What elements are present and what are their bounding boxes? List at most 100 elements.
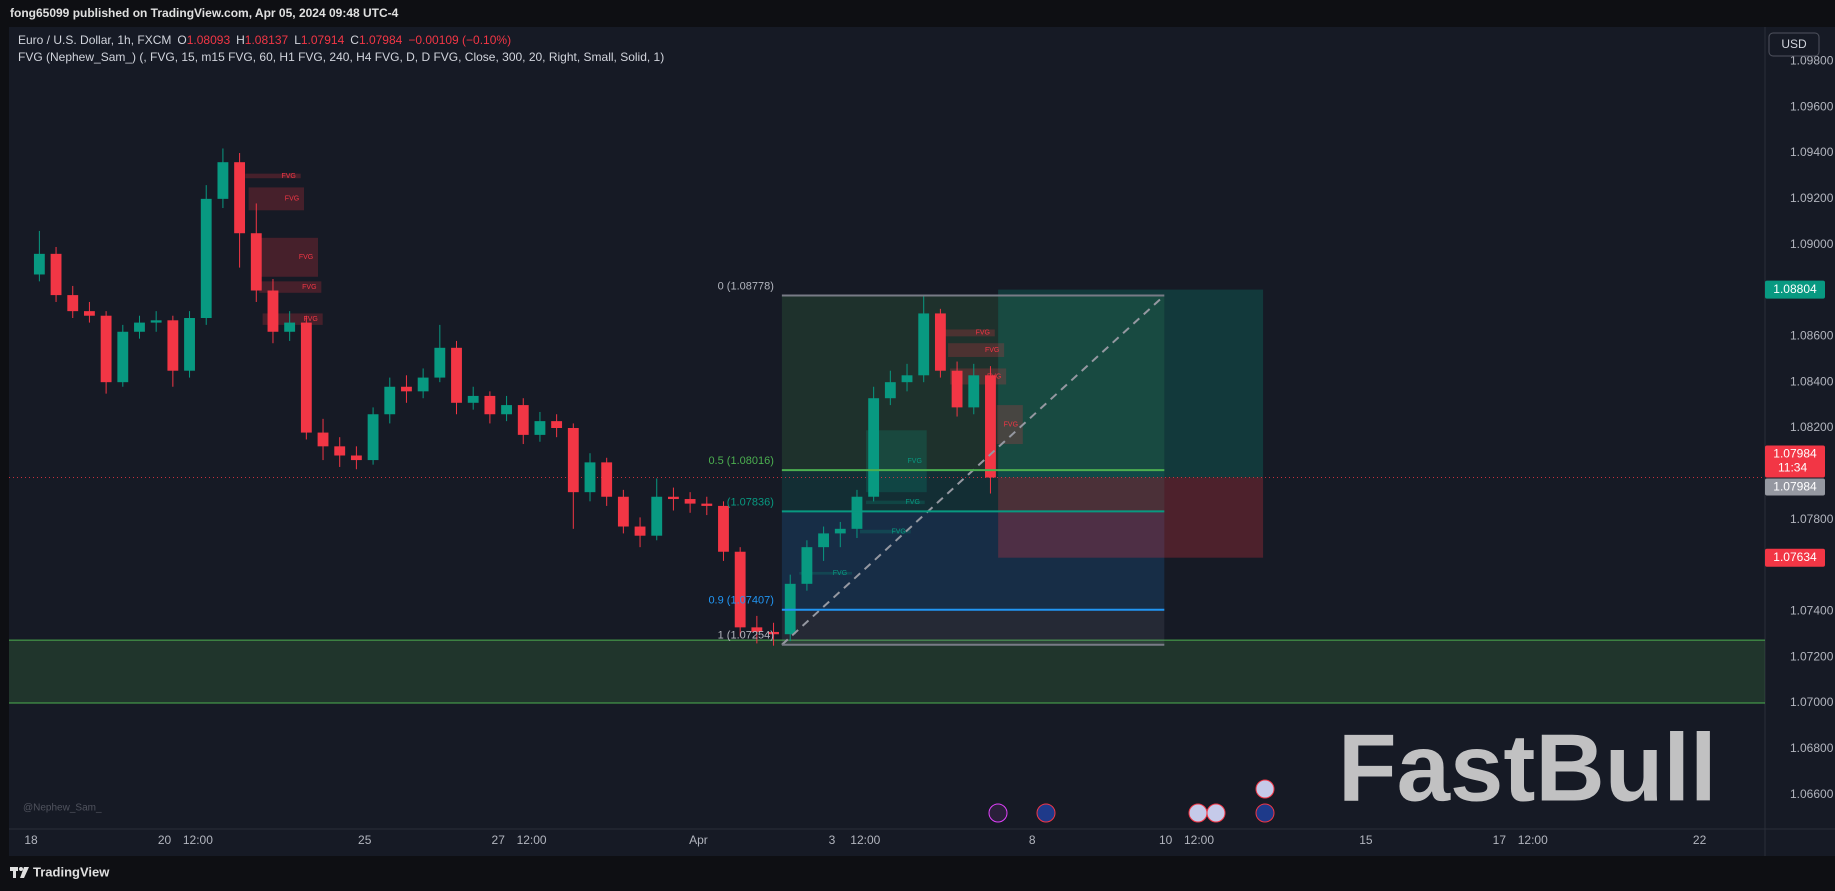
position-loss [998,477,1264,558]
candle-body [150,320,162,323]
fvg-label: FVG [281,173,295,180]
position-profit [998,289,1264,478]
candle-body [834,528,846,534]
event-icon[interactable] [1206,803,1226,823]
candle-body [934,313,946,371]
candle-body [401,386,412,392]
candle-body [367,414,379,461]
candle-body [668,496,679,500]
candle-body [768,631,779,635]
support-zone [9,640,1765,703]
legend-key: O [177,33,186,47]
candle-body [50,253,62,296]
logo-part [13,867,16,878]
legend-line: Euro / U.S. Dollar, 1h, FXCM O1.08093 H1.0… [18,33,511,47]
candle-body [334,446,346,456]
candle-body [33,253,45,275]
candle-body [551,421,563,428]
candle-body [734,551,746,628]
y-tick-label: 1.07200 [1790,649,1834,663]
candle-body [317,432,329,447]
fvg-label: FVG [302,284,316,291]
publisher: fong65099 published on TradingView.com, … [10,6,399,20]
candle-body [217,162,229,199]
y-tick-label: 1.06600 [1790,787,1834,801]
watermark: FastBull [1338,714,1717,821]
candle-body [84,311,95,316]
candle-body [951,370,963,408]
fvg-box [259,237,319,277]
y-tick-label: 1.09400 [1790,145,1834,159]
candle-body [851,496,863,529]
fib-band [781,609,1165,645]
axes: 1.09800 1.09600 1.09400 1.09200 1.09000 1.086… [24,54,1833,848]
event-icon[interactable] [1188,803,1208,823]
candle-body [601,462,613,497]
candle-body [467,395,479,403]
logo-part [19,867,23,871]
candle-body [484,395,496,415]
y-tick-label: 1.08600 [1790,329,1834,343]
currency-label[interactable]: USD [1781,37,1807,51]
candle-body [968,375,980,408]
fvg-label: FVG [908,458,922,465]
y-tick-label: 1.08200 [1790,420,1834,434]
x-tick-label: 25 [358,833,372,847]
candle-body [634,526,646,536]
legend-value: 1.07914 [301,33,345,47]
fvg-box [948,343,1005,357]
x-tick-label: 15 [1359,833,1373,847]
target-label: 1.08804 [1773,282,1817,296]
x-tick-label: 20 [158,833,172,847]
x-tick-label: 12:00 [850,833,880,847]
fvg-box [262,313,323,325]
event-icon[interactable] [1036,803,1056,823]
fvg-box [865,500,925,505]
fvg-label: FVG [976,330,990,337]
fvg-label: FVG [833,570,847,577]
candle-body [534,421,546,435]
fib-label: 0.9 (1.07407) [708,595,773,607]
event-icon[interactable] [1255,779,1275,799]
last-price-label: 1.07984 [1773,447,1817,461]
entry-label-box [1765,478,1825,496]
candle-body [134,322,145,332]
author-tag: @Nephew_Sam_ [23,803,102,814]
x-tick-label: 17 [1493,833,1507,847]
y-tick-label: 1.07000 [1790,695,1834,709]
candle-body [167,320,179,371]
legend-key: C [350,33,359,47]
candle-body [284,322,296,332]
y-tick-label: 1.07400 [1790,603,1834,617]
candle-body [501,405,512,415]
fvg-box [859,529,911,534]
legend-value: 1.08137 [245,33,289,47]
chart-pane [9,27,1835,856]
candle-body [451,347,462,403]
candle-body [884,382,896,399]
fvg-label: FVG [906,499,920,506]
fib-label: 0 (1.08778) [718,280,774,292]
candle-body [517,405,529,435]
fib-label: 1 (1.07254) [718,630,774,642]
legend-value: 1.08093 [187,33,231,47]
currency-button[interactable] [1768,32,1820,57]
candle-body [584,462,596,493]
x-tick-label: 10 [1159,833,1173,847]
candle-body [701,503,713,506]
candle-body [350,455,362,461]
candle-body [384,386,396,415]
symbol: Euro / U.S. Dollar, 1h, FXCM [18,33,171,47]
x-tick-label: 12:00 [183,833,213,847]
event-icon[interactable] [988,803,1008,823]
event-icon[interactable] [1255,803,1275,823]
x-tick-label: 12:00 [1184,833,1214,847]
fvg-box [939,329,995,337]
candle-body [868,398,880,497]
candle-body [184,318,195,371]
countdown-label: 11:34 [1778,461,1807,475]
x-tick-label: 22 [1693,833,1707,847]
fvg-label: FVG [891,528,905,535]
candle-body [200,198,212,319]
